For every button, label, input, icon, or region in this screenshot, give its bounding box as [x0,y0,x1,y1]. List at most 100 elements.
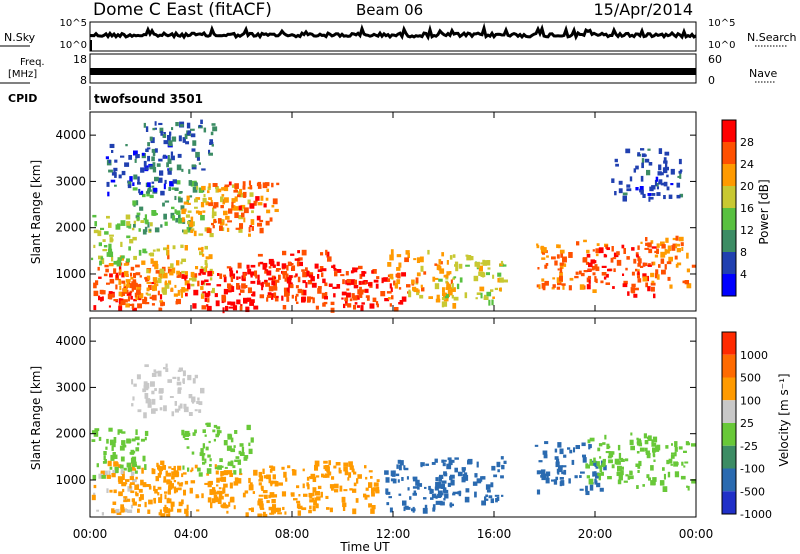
data-cell [488,495,493,499]
data-cell [625,474,629,477]
data-cell [186,504,189,510]
data-cell [108,243,112,250]
data-cell [352,295,358,301]
data-cell [411,279,415,285]
data-cell [219,273,223,279]
data-cell [637,263,641,267]
data-cell [424,486,427,489]
data-cell [352,488,357,493]
data-cell [385,477,390,483]
data-cell [579,270,582,275]
data-cell [596,482,601,488]
data-cell [163,140,169,145]
data-cell [259,503,264,509]
data-cell [540,249,545,254]
data-cell [163,183,166,190]
data-cell [678,236,684,242]
data-cell [364,495,368,500]
data-cell [213,202,219,208]
data-cell [272,504,277,509]
data-cell [341,291,347,296]
data-cell [242,185,246,190]
data-cell [109,273,113,278]
data-cell [205,256,210,260]
data-cell [207,298,210,303]
data-cell [544,441,549,445]
data-cell [140,190,144,194]
data-cell [353,304,357,310]
data-cell [204,279,209,283]
data-cell [434,277,439,280]
data-cell [130,457,134,464]
data-cell [131,281,137,287]
data-cell [142,482,147,488]
data-cell [559,263,564,269]
data-cell [152,294,157,301]
data-cell [663,160,668,164]
data-cell [479,286,485,292]
data-cell [171,136,177,142]
data-cell [104,231,109,235]
data-cell [376,303,379,308]
data-cell [239,473,243,476]
data-cell [480,292,483,299]
data-cell [113,299,119,302]
data-cell [381,277,384,284]
data-cell [601,272,607,276]
data-cell [592,289,597,294]
data-cell [272,494,278,498]
data-cell [186,446,190,449]
data-cell [559,477,564,480]
data-cell [301,269,305,272]
data-cell [597,447,601,452]
data-cell [208,202,214,207]
data-cell [301,507,307,511]
data-cell [620,470,624,476]
data-cell [208,254,213,260]
data-cell [151,282,156,285]
data-cell [196,495,200,498]
data-cell [412,286,417,291]
data-cell [229,270,234,277]
data-cell [151,468,156,475]
data-cell [332,286,337,289]
data-cell [464,292,468,299]
data-cell [358,265,363,270]
data-cell [197,280,200,287]
data-cell [679,169,683,172]
data-cell [222,504,228,509]
data-cell [398,302,402,305]
data-cell [225,223,228,226]
data-cell [126,292,132,296]
data-cell [647,286,651,292]
range-tick-label: 3000 [55,174,86,188]
data-cell [116,260,122,267]
data-cell [543,473,547,479]
data-cell [334,489,339,493]
data-cell [231,201,234,208]
colorbar-segment [722,164,736,186]
data-cell [390,470,394,477]
data-cell [225,305,229,311]
data-cell [562,256,567,263]
data-cell [481,500,487,506]
data-cell [129,290,133,294]
data-cell [190,271,195,278]
data-cell [198,162,201,165]
data-cell [435,477,439,482]
data-cell [651,193,656,196]
data-cell [434,458,438,463]
data-cell [443,488,447,492]
data-cell [541,278,545,282]
data-cell [271,182,274,188]
data-cell [667,245,671,252]
data-cell [492,274,495,279]
colorbar-segment [722,468,736,492]
data-cell [561,283,566,286]
data-cell [598,443,603,447]
data-cell [674,243,678,249]
data-cell [118,429,123,434]
data-cell [683,450,687,453]
data-cell [585,464,591,469]
data-cell [168,486,171,493]
